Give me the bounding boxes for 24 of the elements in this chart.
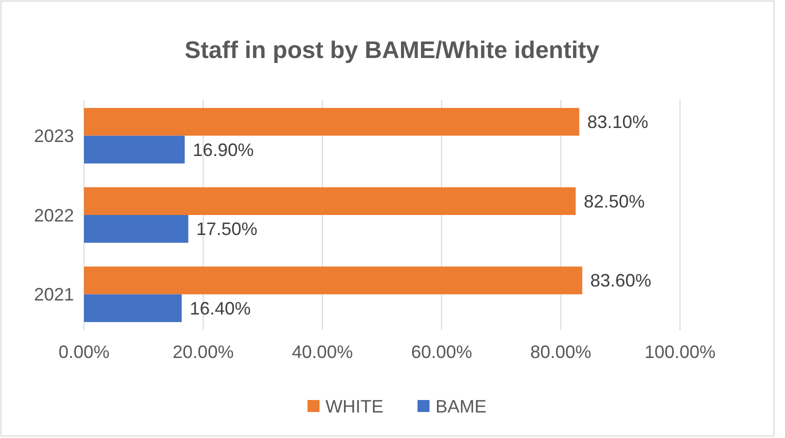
chart-title: Staff in post by BAME/White identity [184, 37, 600, 64]
legend-label: WHITE [326, 396, 384, 416]
y-tick-label: 2022 [34, 205, 74, 226]
bar [84, 108, 580, 136]
bar [84, 266, 582, 294]
bar [84, 187, 576, 215]
data-label: 17.50% [196, 219, 258, 240]
x-tick-label: 100.00% [644, 342, 716, 362]
data-label: 83.10% [587, 112, 648, 132]
bar [84, 294, 182, 322]
x-tick-label: 40.00% [292, 342, 353, 362]
x-tick-label: 80.00% [530, 342, 592, 362]
bar [84, 215, 188, 243]
bar [84, 136, 185, 164]
legend-label: BAME [436, 396, 487, 416]
data-label: 16.90% [192, 140, 254, 160]
y-tick-label: 2021 [34, 284, 74, 305]
x-tick-label: 0.00% [58, 342, 110, 362]
x-tick-label: 60.00% [411, 342, 472, 362]
data-label: 16.40% [190, 298, 251, 318]
data-label: 83.60% [590, 270, 652, 291]
x-tick-label: 20.00% [172, 342, 234, 362]
data-label: 82.50% [584, 191, 645, 212]
y-tick-label: 2023 [34, 126, 74, 146]
